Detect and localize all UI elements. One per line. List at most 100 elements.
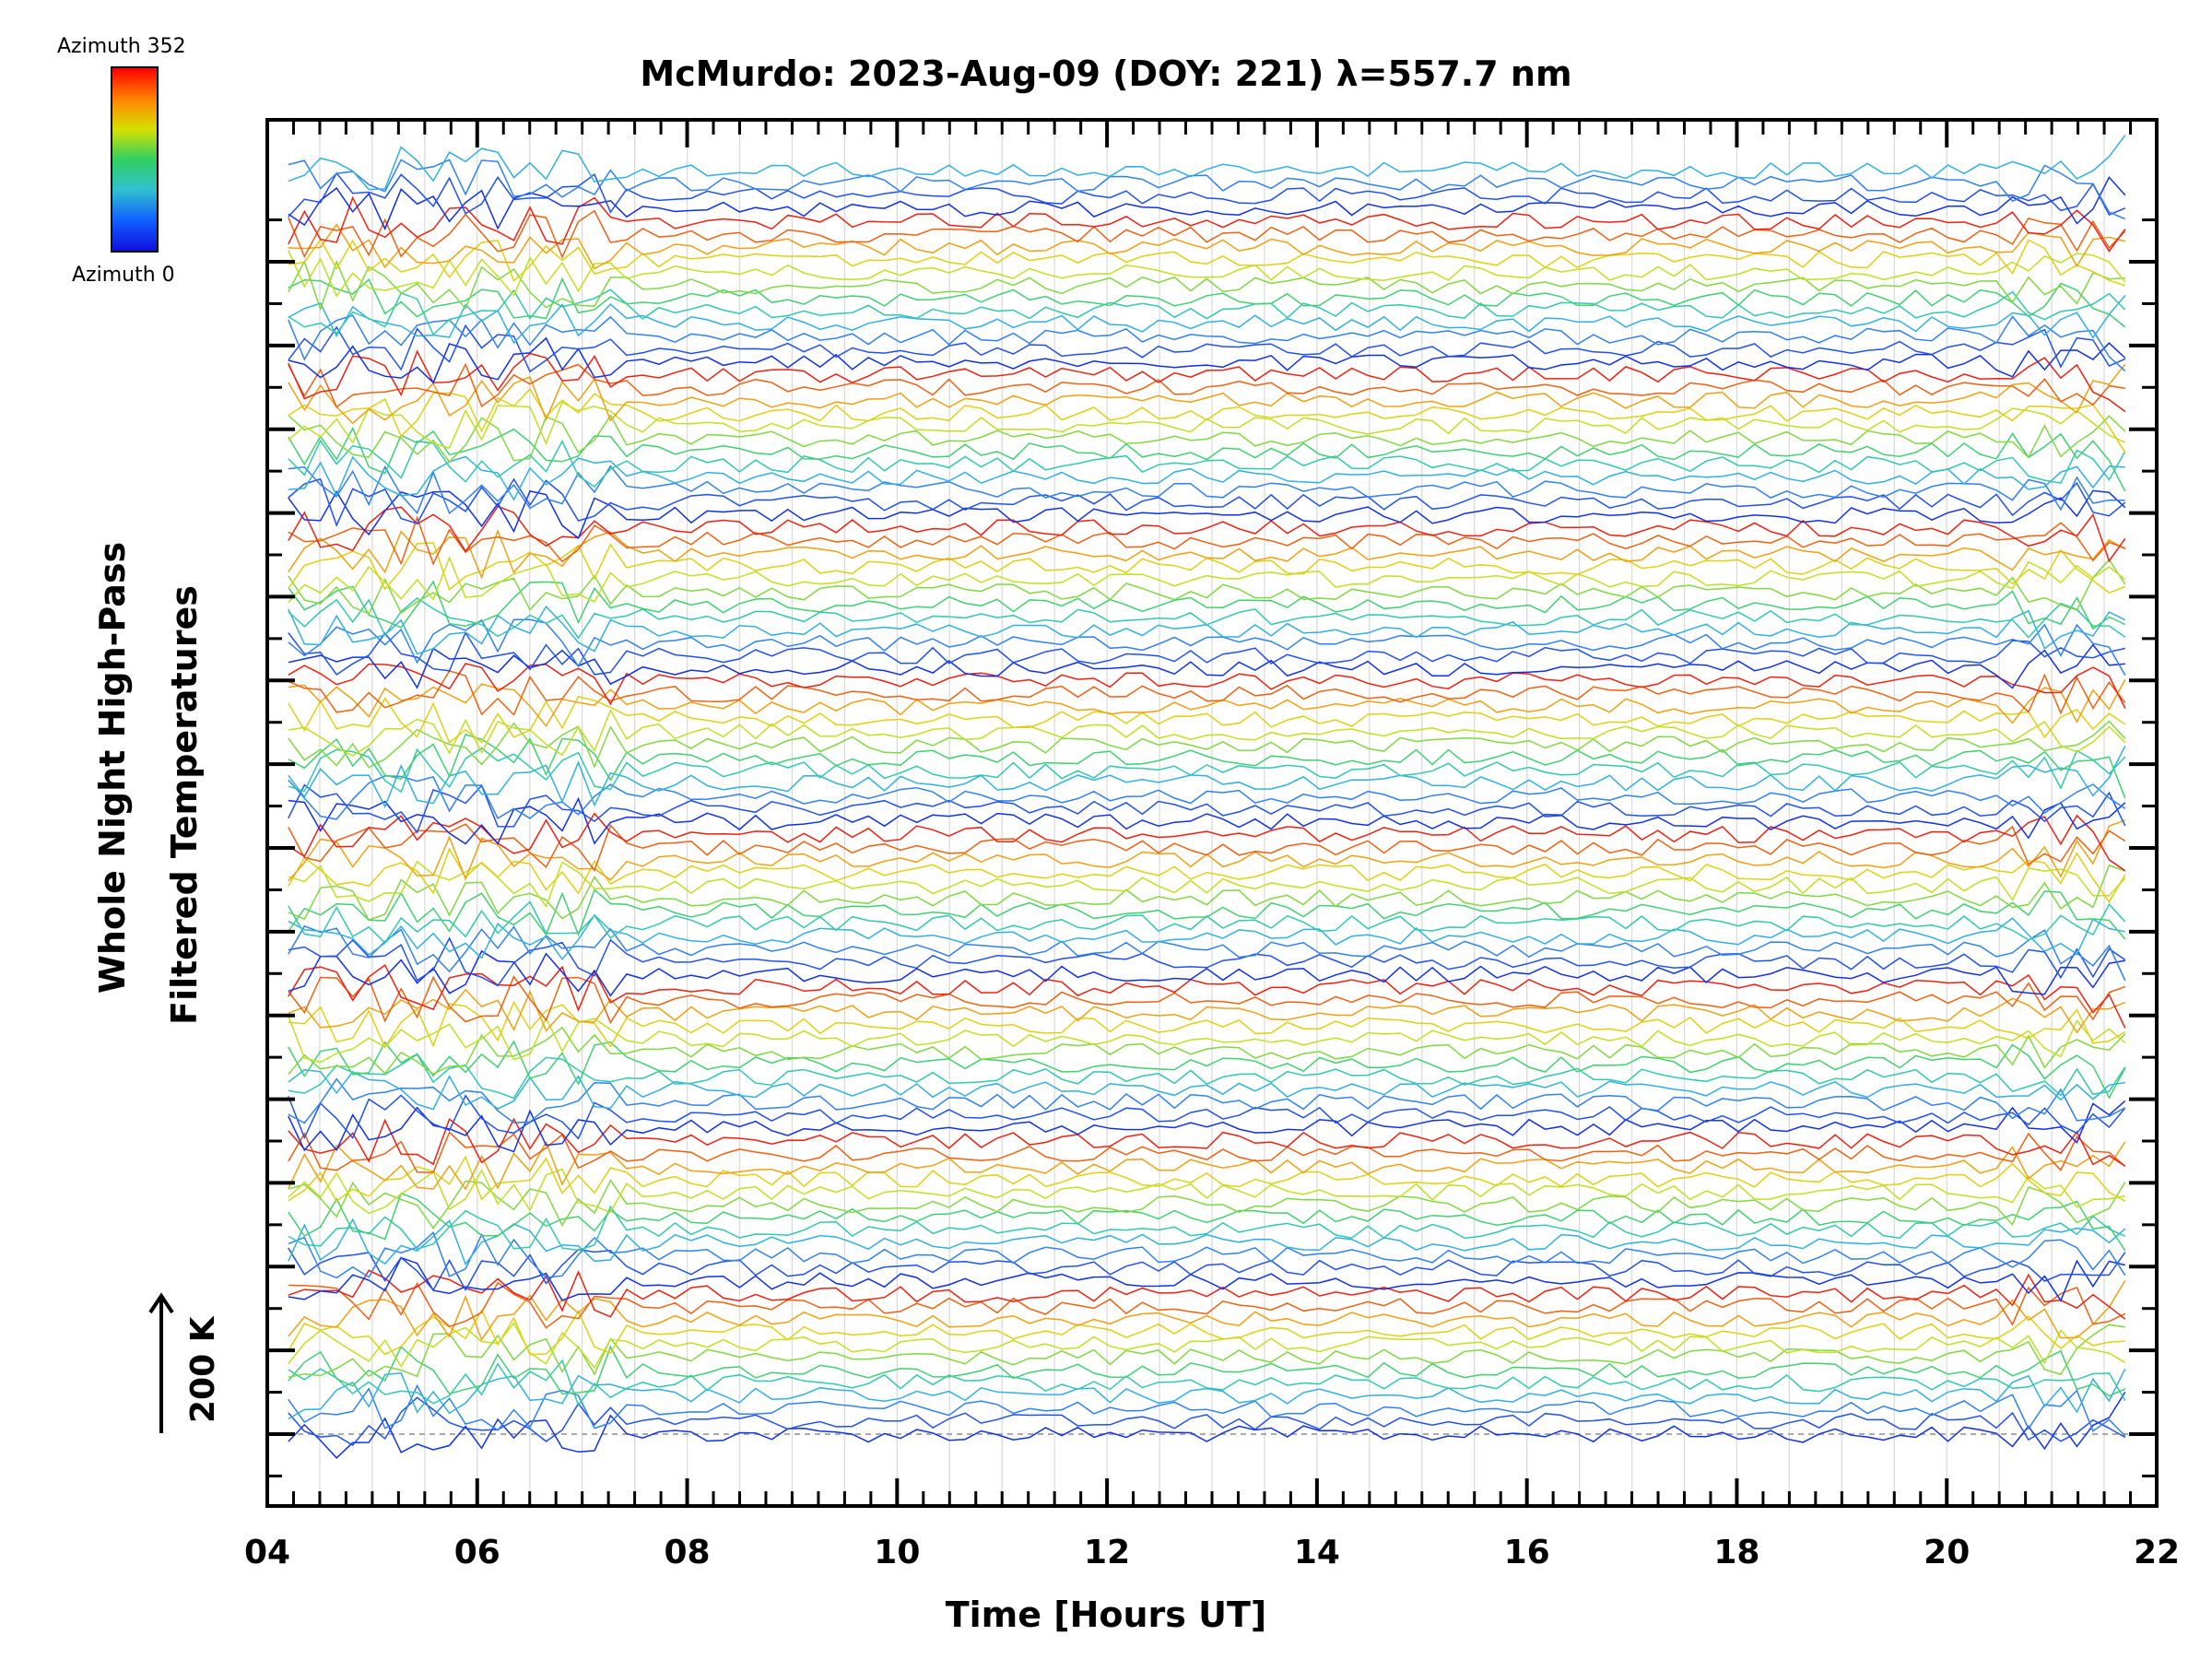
series-line <box>288 465 2125 515</box>
series-line <box>288 775 2126 820</box>
series-line <box>288 864 2126 922</box>
scale-arrow <box>148 1292 174 1433</box>
series-line <box>288 1000 2126 1049</box>
series-line <box>288 477 2126 527</box>
series-line <box>288 596 2126 640</box>
x-tick-label: 04 <box>244 1534 290 1571</box>
series-line <box>288 1117 2126 1167</box>
series-line <box>288 747 2126 794</box>
series-line <box>288 695 2126 744</box>
series-line <box>288 314 2126 372</box>
series-line <box>288 1205 2126 1252</box>
series-line <box>288 223 2125 270</box>
series-line <box>288 362 2125 408</box>
x-tick-label: 18 <box>1713 1534 1759 1571</box>
series-line <box>288 1230 2126 1279</box>
series-line <box>288 1281 2126 1329</box>
series-line <box>288 860 2126 909</box>
x-tick-label: 16 <box>1504 1534 1550 1571</box>
series-line <box>288 455 2125 501</box>
series-line <box>288 1015 2126 1064</box>
x-tick-label: 12 <box>1084 1534 1130 1571</box>
series-line <box>288 528 2126 580</box>
x-tick-label: 10 <box>874 1534 920 1571</box>
series-line <box>288 556 2126 604</box>
series-line <box>288 1256 2125 1302</box>
series-line <box>288 1168 2125 1215</box>
series-line <box>288 414 2126 464</box>
series-line <box>288 324 2126 373</box>
series-line <box>288 1026 2126 1076</box>
series-line <box>288 847 2126 903</box>
series-line <box>288 1040 2126 1100</box>
series-line <box>288 1053 2126 1100</box>
series-line <box>288 505 2126 563</box>
series-line <box>288 913 2125 961</box>
series-line <box>288 1359 2126 1407</box>
series-line <box>288 295 2126 345</box>
series-line <box>288 195 2126 253</box>
series-line <box>288 276 2126 328</box>
series-line <box>288 670 2126 716</box>
series-line <box>288 708 2126 757</box>
chart-title: McMurdo: 2023-Aug-09 (DOY: 221) λ=557.7 … <box>640 53 1572 94</box>
series-line <box>288 363 2126 425</box>
series-line <box>288 489 2126 540</box>
series-line <box>288 1345 2126 1397</box>
colorbar-top-label: Azimuth 352 <box>57 35 186 58</box>
series-line <box>288 663 2126 710</box>
series-line <box>288 159 2126 220</box>
series-line <box>288 580 2126 630</box>
series-line <box>288 812 2126 872</box>
series-line <box>288 439 2126 488</box>
series-line <box>288 135 2126 191</box>
series-line <box>288 975 2126 1025</box>
series-line <box>288 259 2125 312</box>
x-tick-label: 06 <box>454 1534 500 1571</box>
series-line <box>288 1279 2126 1342</box>
series-line <box>288 643 2125 689</box>
series-line <box>288 1077 2126 1124</box>
x-tick-label: 08 <box>665 1534 711 1571</box>
series-line <box>288 630 2125 677</box>
series-line <box>288 1324 2125 1379</box>
x-tick-label: 20 <box>1924 1534 1970 1571</box>
series-line <box>288 1383 2126 1437</box>
series-line <box>288 1069 2125 1111</box>
series-line <box>288 387 2126 453</box>
series-line <box>288 1155 2126 1203</box>
series-line <box>288 336 2126 384</box>
series-line <box>288 1094 2126 1140</box>
series-line <box>288 1131 2126 1173</box>
series-line <box>288 605 2126 655</box>
series-line <box>288 288 2126 336</box>
series-line <box>288 176 2126 231</box>
series-line <box>288 349 2126 413</box>
series-line <box>288 171 2126 218</box>
series-line <box>288 733 2126 799</box>
series-line <box>288 1392 2126 1459</box>
series-line <box>288 1322 2126 1370</box>
series-line <box>288 678 2126 727</box>
series-line <box>288 426 2126 492</box>
series-line <box>288 209 2126 259</box>
series-line <box>288 936 2126 987</box>
series-line <box>288 1308 2125 1356</box>
series-line <box>288 888 2126 940</box>
series-line <box>288 924 2126 982</box>
series-line <box>288 249 2126 298</box>
series-line <box>288 1269 2126 1320</box>
series-line <box>288 1396 2126 1446</box>
series-line <box>288 949 2125 997</box>
x-axis-label: Time [Hours UT] <box>945 1594 1267 1635</box>
series-line <box>288 796 2126 845</box>
x-tick-label: 22 <box>2134 1534 2180 1571</box>
series-line <box>288 1179 2126 1230</box>
series-line <box>288 1100 2126 1153</box>
x-tick-label: 14 <box>1294 1534 1340 1571</box>
series-line <box>288 1218 2126 1266</box>
series-line <box>288 1192 2126 1252</box>
series-line <box>288 823 2126 872</box>
